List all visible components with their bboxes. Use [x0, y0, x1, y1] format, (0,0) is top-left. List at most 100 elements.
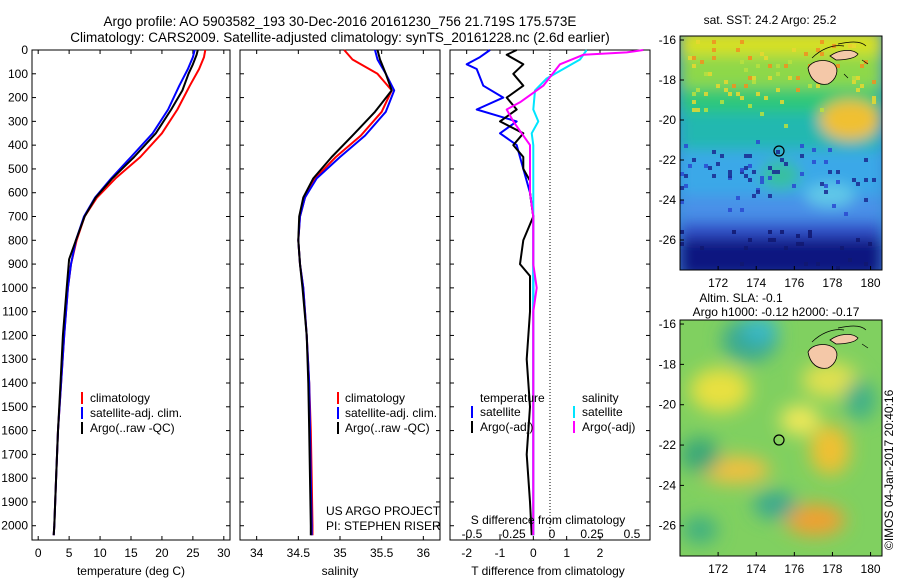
- difference-panel-frame: [449, 49, 651, 541]
- sst-pixel: [812, 160, 816, 164]
- sst-pixel: [680, 200, 684, 204]
- sst-pixel: [728, 208, 732, 212]
- sst-pixel: [688, 164, 692, 168]
- pressure-tick-label: 1800: [1, 471, 28, 485]
- sst-pixel: [708, 166, 712, 170]
- map-y-tick-label: -22: [659, 438, 677, 452]
- sst-pixel: [772, 170, 776, 174]
- sst-pixel: [828, 148, 832, 152]
- series-line-temperature-satellite: [465, 49, 535, 536]
- sst-pixel: [744, 166, 748, 170]
- map-x-tick-label: 172: [708, 562, 728, 576]
- sst-map-title: sat. SST: 24.2 Argo: 25.2: [704, 13, 837, 27]
- sst-pixel: [736, 92, 740, 96]
- sst-pixel: [776, 72, 780, 76]
- pressure-tick-label: 1000: [1, 281, 28, 295]
- sst-pixel: [828, 170, 832, 174]
- legend-label-s-argo: Argo(-adj): [582, 420, 635, 434]
- sst-pixel: [792, 184, 796, 188]
- sst-pixel: [864, 158, 868, 162]
- sla-map-title-line1: Altim. SLA: -0.1: [699, 291, 783, 305]
- sst-pixel: [760, 176, 764, 180]
- sst-pixel: [748, 104, 752, 108]
- sst-pixel: [800, 144, 804, 148]
- map-x-tick-label: 180: [861, 562, 881, 576]
- fiji-islands: [807, 325, 869, 369]
- sst-pixel: [700, 60, 704, 64]
- sst-pixel: [712, 56, 716, 60]
- pressure-tick-label: 1500: [1, 400, 28, 414]
- sla-map-title-line2: Argo h1000: -0.12 h2000: -0.17: [693, 305, 860, 319]
- difference-plot: -2 -1 0 1 2-0.5 -0.25 0 0.25 0.5: [461, 49, 644, 560]
- legend-label-satellite: satellite-adj. clim.: [90, 406, 182, 420]
- pressure-tick-label: 1900: [1, 495, 28, 509]
- sst-pixel: [852, 178, 856, 182]
- x-tick-label: 34: [250, 546, 264, 560]
- sst-pixel: [836, 180, 840, 184]
- legend-label-argo: Argo(..raw -QC): [345, 421, 430, 435]
- top-tick-label: -0.25: [498, 527, 526, 541]
- sst-pixel: [728, 174, 732, 178]
- map-y-tick-label: -24: [659, 193, 677, 207]
- sla-map-frame: [679, 319, 883, 557]
- map-x-tick-label: 178: [822, 276, 842, 290]
- pressure-tick-label: 400: [8, 138, 28, 152]
- legend-title-temperature: temperature: [480, 391, 545, 405]
- map-y-tick-label: -16: [659, 317, 677, 331]
- sst-pixel: [756, 140, 760, 144]
- sst-pixel: [740, 96, 744, 100]
- pressure-tick-label: 700: [8, 210, 28, 224]
- sst-pixel: [808, 230, 812, 234]
- map-x-tick-label: 176: [784, 276, 804, 290]
- map-y-tick-label: -18: [659, 357, 677, 371]
- legend-label-argo: Argo(..raw -QC): [90, 421, 175, 435]
- sst-pixel: [812, 148, 816, 152]
- x-tick-label: 0: [35, 546, 42, 560]
- salinity-axis-label: salinity: [322, 564, 359, 578]
- pressure-tick-label: 200: [8, 91, 28, 105]
- sst-pixel: [848, 44, 852, 48]
- pressure-tick-label: 300: [8, 114, 28, 128]
- x-tick-label: 35: [333, 546, 347, 560]
- x-tick-label: 10: [93, 546, 107, 560]
- sst-pixel: [764, 96, 768, 100]
- sst-pixel: [724, 80, 728, 84]
- header-line1: Argo profile: AO 5903582_193 30-Dec-2016…: [104, 14, 577, 29]
- pressure-tick-label: 2000: [1, 519, 28, 533]
- map-x-tick-label: 178: [822, 562, 842, 576]
- sst-pixel: [692, 158, 696, 162]
- legend-label-s-satellite: satellite: [582, 405, 623, 419]
- sst-pixel: [808, 84, 812, 88]
- sst-pixel: [760, 180, 764, 184]
- sst-pixel: [776, 150, 780, 154]
- sst-pixel: [692, 92, 696, 96]
- salinity-legend: climatology satellite-adj. clim. Argo(..…: [337, 391, 437, 435]
- sst-pixel: [740, 40, 744, 44]
- sst-pixel: [744, 246, 748, 250]
- x-tick-label: 2: [597, 546, 604, 560]
- sst-pixel: [824, 190, 828, 194]
- sst-pixel: [852, 44, 856, 48]
- x-tick-label: 36: [417, 546, 431, 560]
- sst-pixel: [784, 64, 788, 68]
- sst-pixel: [684, 174, 688, 178]
- sst-pixel: [720, 154, 724, 158]
- sst-pixel: [804, 52, 808, 56]
- sla-map-image: [680, 320, 882, 556]
- pressure-tick-label: 1600: [1, 424, 28, 438]
- sst-pixel: [720, 100, 724, 104]
- sst-pixel: [696, 88, 700, 92]
- sst-pixel: [824, 184, 828, 188]
- sst-pixel: [792, 48, 796, 52]
- sst-pixel: [680, 242, 684, 246]
- sst-pixel: [780, 158, 784, 162]
- x-tick-label: 35.5: [370, 546, 394, 560]
- sst-pixel: [872, 80, 876, 84]
- sst-pixel: [768, 230, 772, 234]
- sst-pixel: [820, 182, 824, 186]
- salinity-plot: 34 34.5 35 35.5 36: [250, 49, 431, 560]
- sst-pixel: [704, 92, 708, 96]
- sst-pixel: [788, 76, 792, 80]
- sst-pixel: [772, 238, 776, 242]
